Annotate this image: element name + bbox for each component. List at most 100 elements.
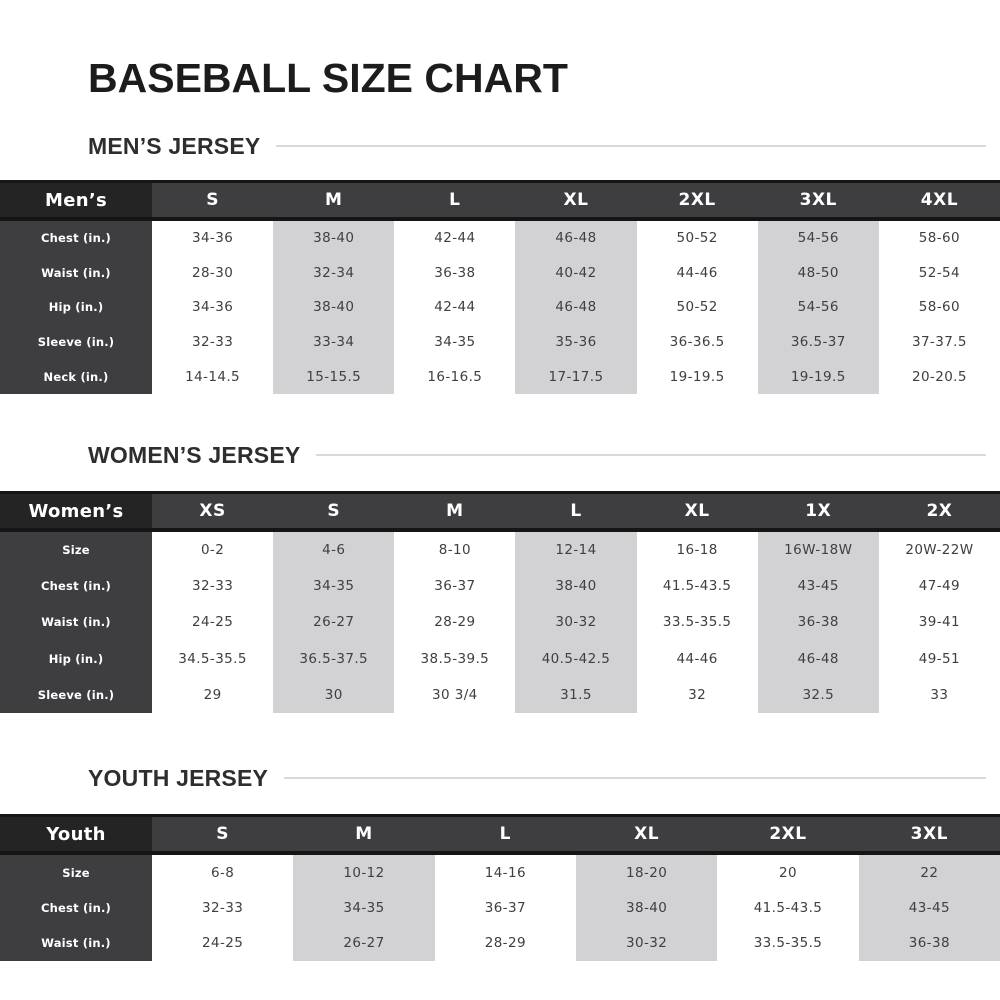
size-value-cell: 36.5-37 [757, 324, 879, 360]
measurement-row-label: Size [0, 855, 152, 891]
size-value-cell: 17-17.5 [515, 359, 637, 394]
size-column-header: M [273, 183, 395, 221]
size-value-cell: 19-19.5 [636, 359, 758, 394]
size-value-cell: 24-25 [152, 925, 294, 961]
size-value-cell: 32-33 [152, 324, 274, 360]
size-column-header: S [273, 494, 395, 532]
section-title-mens: MEN’S JERSEY [88, 132, 261, 159]
size-value-cell: 50-52 [636, 221, 758, 256]
measurement-row-label: Hip (in.) [0, 640, 152, 677]
size-column-header: 4XL [878, 183, 1000, 221]
size-value-cell: 20 [717, 855, 859, 891]
size-value-cell: 46-48 [515, 290, 637, 325]
size-value-cell: 36-38 [858, 925, 1000, 961]
size-value-cell: 38-40 [515, 568, 637, 605]
measurement-row-label: Sleeve (in.) [0, 676, 152, 713]
size-column-header: XL [575, 817, 718, 855]
size-value-cell: 33.5-35.5 [717, 925, 859, 961]
youth-size-table: Youth S M L XL 2XL 3XL Size 6-8 10-12 14-16 18-20 20… [0, 814, 1000, 961]
size-value-cell: 20-20.5 [878, 359, 1000, 394]
size-value-cell: 48-50 [757, 255, 879, 291]
measurement-row-label: Hip (in.) [0, 290, 152, 325]
mens-section-heading: MEN’S JERSEY [88, 131, 986, 161]
heading-divider-line [284, 777, 986, 779]
size-value-cell: 37-37.5 [878, 324, 1000, 360]
size-value-cell: 39-41 [878, 604, 1000, 641]
size-value-cell: 26-27 [273, 604, 395, 641]
size-value-cell: 34-35 [293, 890, 435, 926]
size-value-cell: 31.5 [515, 676, 637, 713]
size-column-header: L [394, 183, 516, 221]
size-value-cell: 47-49 [878, 568, 1000, 605]
size-value-cell: 36.5-37.5 [273, 640, 395, 677]
size-value-cell: 42-44 [394, 221, 516, 256]
size-value-cell: 32-34 [273, 255, 395, 291]
size-value-cell: 40-42 [515, 255, 637, 291]
size-value-cell: 34-36 [152, 290, 274, 325]
measurement-row-label: Waist (in.) [0, 925, 152, 961]
size-value-cell: 41.5-43.5 [717, 890, 859, 926]
size-value-cell: 6-8 [152, 855, 294, 891]
section-title-womens: WOMEN’S JERSEY [88, 441, 301, 468]
size-value-cell: 18-20 [575, 855, 718, 891]
measurement-row-label: Sleeve (in.) [0, 324, 152, 360]
size-column-header: 1X [757, 494, 879, 532]
size-value-cell: 34-36 [152, 221, 274, 256]
table-corner-header: Men’s [0, 183, 152, 221]
size-value-cell: 32 [636, 676, 758, 713]
measurement-row-label: Chest (in.) [0, 890, 152, 926]
size-value-cell: 36-38 [757, 604, 879, 641]
size-column-header: 2X [878, 494, 1000, 532]
size-value-cell: 12-14 [515, 532, 637, 569]
size-value-cell: 58-60 [878, 221, 1000, 256]
size-value-cell: 42-44 [394, 290, 516, 325]
size-value-cell: 38.5-39.5 [394, 640, 516, 677]
size-value-cell: 32-33 [152, 890, 294, 926]
size-value-cell: 52-54 [878, 255, 1000, 291]
size-column-header: 2XL [717, 817, 859, 855]
measurement-row-label: Waist (in.) [0, 604, 152, 641]
size-value-cell: 34.5-35.5 [152, 640, 274, 677]
measurement-row-label: Chest (in.) [0, 221, 152, 256]
size-value-cell: 54-56 [757, 290, 879, 325]
size-value-cell: 58-60 [878, 290, 1000, 325]
size-value-cell: 16W-18W [757, 532, 879, 569]
size-column-header: M [293, 817, 435, 855]
heading-divider-line [316, 454, 986, 456]
size-value-cell: 33.5-35.5 [636, 604, 758, 641]
size-value-cell: 8-10 [394, 532, 516, 569]
size-value-cell: 0-2 [152, 532, 274, 569]
size-value-cell: 28-29 [434, 925, 576, 961]
size-value-cell: 10-12 [293, 855, 435, 891]
size-value-cell: 40.5-42.5 [515, 640, 637, 677]
size-value-cell: 16-16.5 [394, 359, 516, 394]
page-title: BASEBALL SIZE CHART [88, 55, 568, 101]
size-value-cell: 19-19.5 [757, 359, 879, 394]
size-value-cell: 35-36 [515, 324, 637, 360]
size-value-cell: 20W-22W [878, 532, 1000, 569]
size-value-cell: 44-46 [636, 255, 758, 291]
size-value-cell: 14-14.5 [152, 359, 274, 394]
table-corner-header: Youth [0, 817, 152, 855]
size-value-cell: 43-45 [858, 890, 1000, 926]
size-column-header: XS [152, 494, 274, 532]
measurement-row-label: Neck (in.) [0, 359, 152, 394]
size-value-cell: 36-37 [394, 568, 516, 605]
size-value-cell: 30 3/4 [394, 676, 516, 713]
size-value-cell: 43-45 [757, 568, 879, 605]
size-value-cell: 38-40 [273, 290, 395, 325]
size-value-cell: 46-48 [515, 221, 637, 256]
size-value-cell: 16-18 [636, 532, 758, 569]
size-value-cell: 33-34 [273, 324, 395, 360]
size-value-cell: 38-40 [273, 221, 395, 256]
womens-size-table: Women’s XS S M L XL 1X 2X Size 0-2 4-6 8-10 12-14 16-… [0, 491, 1000, 713]
size-value-cell: 15-15.5 [273, 359, 395, 394]
size-value-cell: 22 [858, 855, 1000, 891]
size-value-cell: 54-56 [757, 221, 879, 256]
measurement-row-label: Size [0, 532, 152, 569]
size-value-cell: 24-25 [152, 604, 274, 641]
heading-divider-line [276, 145, 986, 147]
youth-section-heading: YOUTH JERSEY [88, 763, 986, 793]
size-value-cell: 44-46 [636, 640, 758, 677]
